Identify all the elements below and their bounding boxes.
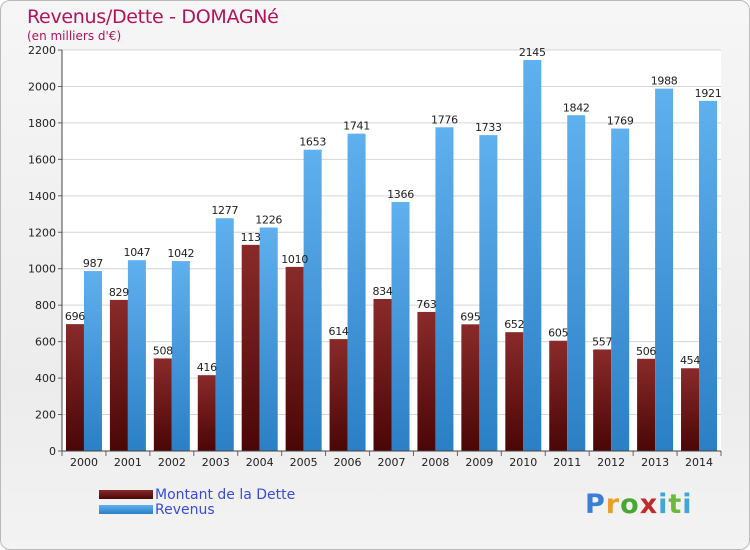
bar-revenue [215, 218, 234, 451]
bar-debt [417, 311, 436, 451]
data-label-revenue: 1921 [695, 87, 722, 100]
x-tick-label: 2012 [597, 456, 625, 469]
bar-revenue [347, 133, 366, 451]
proxiti-logo: Proxiti [585, 489, 693, 520]
bar-debt [461, 324, 480, 451]
legend-item-debt: Montant de la Dette [99, 486, 296, 503]
bar-debt [285, 266, 304, 451]
data-label-revenue: 1776 [431, 113, 458, 126]
bar-revenue [479, 135, 498, 451]
bar-revenue [567, 115, 586, 452]
bar-revenue [391, 202, 410, 451]
data-label-debt: 763 [416, 298, 436, 311]
data-label-revenue: 1653 [299, 136, 326, 149]
bar-debt [65, 324, 84, 451]
y-tick-label: 800 [35, 299, 56, 312]
data-label-revenue: 1042 [167, 247, 194, 260]
x-tick-label: 2004 [246, 456, 274, 469]
data-label-debt: 508 [153, 344, 173, 357]
data-label-revenue: 1842 [563, 101, 590, 114]
legend-swatch-debt [99, 490, 153, 499]
chart-title: Revenus/Dette - DOMAGNé [27, 6, 279, 28]
x-tick-label: 2002 [158, 456, 186, 469]
x-tick-label: 2008 [421, 456, 449, 469]
x-tick-label: 2001 [114, 456, 142, 469]
bar-revenue [699, 100, 718, 451]
bar-debt [109, 299, 128, 451]
bar-debt [593, 349, 612, 451]
x-tick-label: 2010 [509, 456, 537, 469]
bar-revenue [303, 149, 322, 451]
data-label-debt: 113 [241, 231, 261, 244]
data-label-revenue: 1988 [651, 75, 678, 88]
data-label-debt: 614 [329, 325, 349, 338]
bar-revenue [611, 128, 630, 451]
y-tick-label: 1800 [28, 117, 56, 130]
bar-revenue [435, 127, 454, 452]
bar-debt [153, 358, 172, 451]
y-tick-label: 1400 [28, 190, 56, 203]
legend-label-revenue: Revenus [155, 501, 215, 518]
bar-revenue [523, 60, 542, 452]
data-label-debt: 834 [372, 285, 392, 298]
data-label-debt: 829 [109, 286, 129, 299]
bar-debt [505, 332, 524, 451]
data-label-debt: 506 [636, 345, 656, 358]
data-label-debt: 696 [65, 310, 85, 323]
data-label-revenue: 1047 [124, 246, 151, 259]
data-label-debt: 1010 [281, 253, 308, 266]
data-label-debt: 557 [592, 335, 612, 348]
x-tick-label: 2009 [465, 456, 493, 469]
x-tick-label: 2007 [378, 456, 406, 469]
data-label-revenue: 1277 [211, 204, 238, 217]
x-tick-label: 2006 [334, 456, 362, 469]
bar-debt [329, 339, 348, 451]
data-label-revenue: 1226 [255, 214, 282, 227]
data-label-revenue: 1769 [607, 115, 634, 128]
bar-revenue [83, 271, 102, 451]
bar-debt [373, 298, 392, 451]
y-tick-label: 600 [35, 336, 56, 349]
x-tick-label: 2013 [641, 456, 669, 469]
data-label-revenue: 1741 [343, 120, 370, 133]
legend-item-revenue: Revenus [99, 501, 295, 518]
data-label-revenue: 1733 [475, 121, 502, 134]
bar-revenue [127, 260, 146, 451]
data-label-revenue: 987 [83, 257, 103, 270]
x-tick-label: 2014 [685, 456, 713, 469]
data-label-debt: 454 [680, 354, 700, 367]
y-tick-label: 0 [49, 445, 56, 458]
x-tick-label: 2011 [553, 456, 581, 469]
y-tick-label: 1000 [28, 263, 56, 276]
data-label-revenue: 2145 [519, 46, 546, 59]
data-label-debt: 416 [197, 361, 217, 374]
y-tick-label: 2200 [28, 44, 56, 57]
data-label-revenue: 1366 [387, 188, 414, 201]
data-label-debt: 652 [504, 318, 524, 331]
bar-debt [549, 340, 568, 451]
bar-revenue [171, 261, 190, 451]
y-tick-label: 200 [35, 409, 56, 422]
legend-swatch-revenue [99, 505, 153, 514]
bar-revenue [259, 227, 278, 451]
x-tick-label: 2000 [70, 456, 98, 469]
bar-debt [637, 358, 656, 451]
data-label-debt: 605 [548, 327, 568, 340]
bar-debt [241, 244, 260, 451]
legend-label-debt: Montant de la Dette [155, 486, 296, 503]
x-tick-label: 2003 [202, 456, 230, 469]
legend: Montant de la Dette Revenus [99, 486, 296, 518]
y-tick-label: 2000 [28, 80, 56, 93]
data-label-debt: 695 [460, 310, 480, 323]
chart-subtitle: (en milliers d'€) [27, 29, 122, 43]
bar-debt [681, 368, 700, 451]
y-tick-label: 400 [35, 372, 56, 385]
y-tick-label: 1600 [28, 153, 56, 166]
x-tick-label: 2005 [290, 456, 318, 469]
y-tick-label: 1200 [28, 226, 56, 239]
bar-debt [197, 375, 216, 451]
bar-revenue [655, 88, 674, 451]
